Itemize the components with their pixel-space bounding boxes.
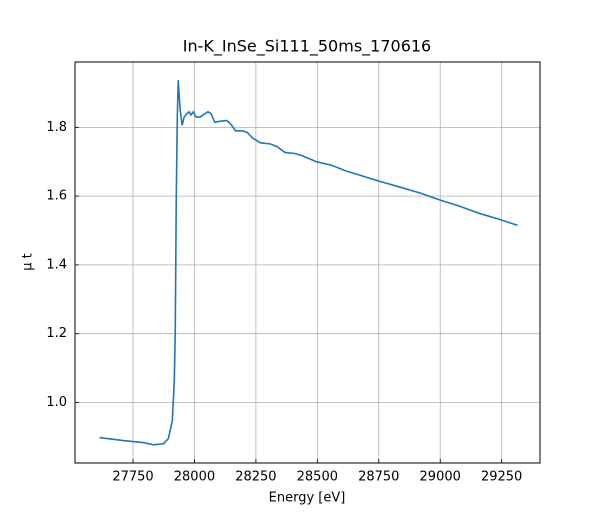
x-tick-label: 29250: [481, 470, 522, 485]
x-tick-label: 28000: [174, 470, 215, 485]
y-tick-label: 1.6: [46, 189, 67, 204]
x-tick-label: 29000: [420, 470, 461, 485]
x-tick-label: 27750: [112, 470, 153, 485]
x-tick-label: 28750: [358, 470, 399, 485]
y-tick-label: 1.0: [46, 395, 67, 410]
x-tick-label: 28250: [235, 470, 276, 485]
plot-frame: [74, 61, 541, 464]
y-tick-label: 1.4: [46, 257, 67, 272]
data-line: [99, 80, 518, 446]
chart-title: In-K_InSe_Si111_50ms_170616: [183, 37, 431, 57]
x-axis-label: Energy [eV]: [269, 491, 346, 506]
x-tick-label: 28500: [297, 470, 338, 485]
y-tick-label: 1.2: [46, 326, 67, 341]
y-tick-label: 1.8: [46, 120, 67, 135]
y-axis-label: μ t: [21, 253, 36, 271]
